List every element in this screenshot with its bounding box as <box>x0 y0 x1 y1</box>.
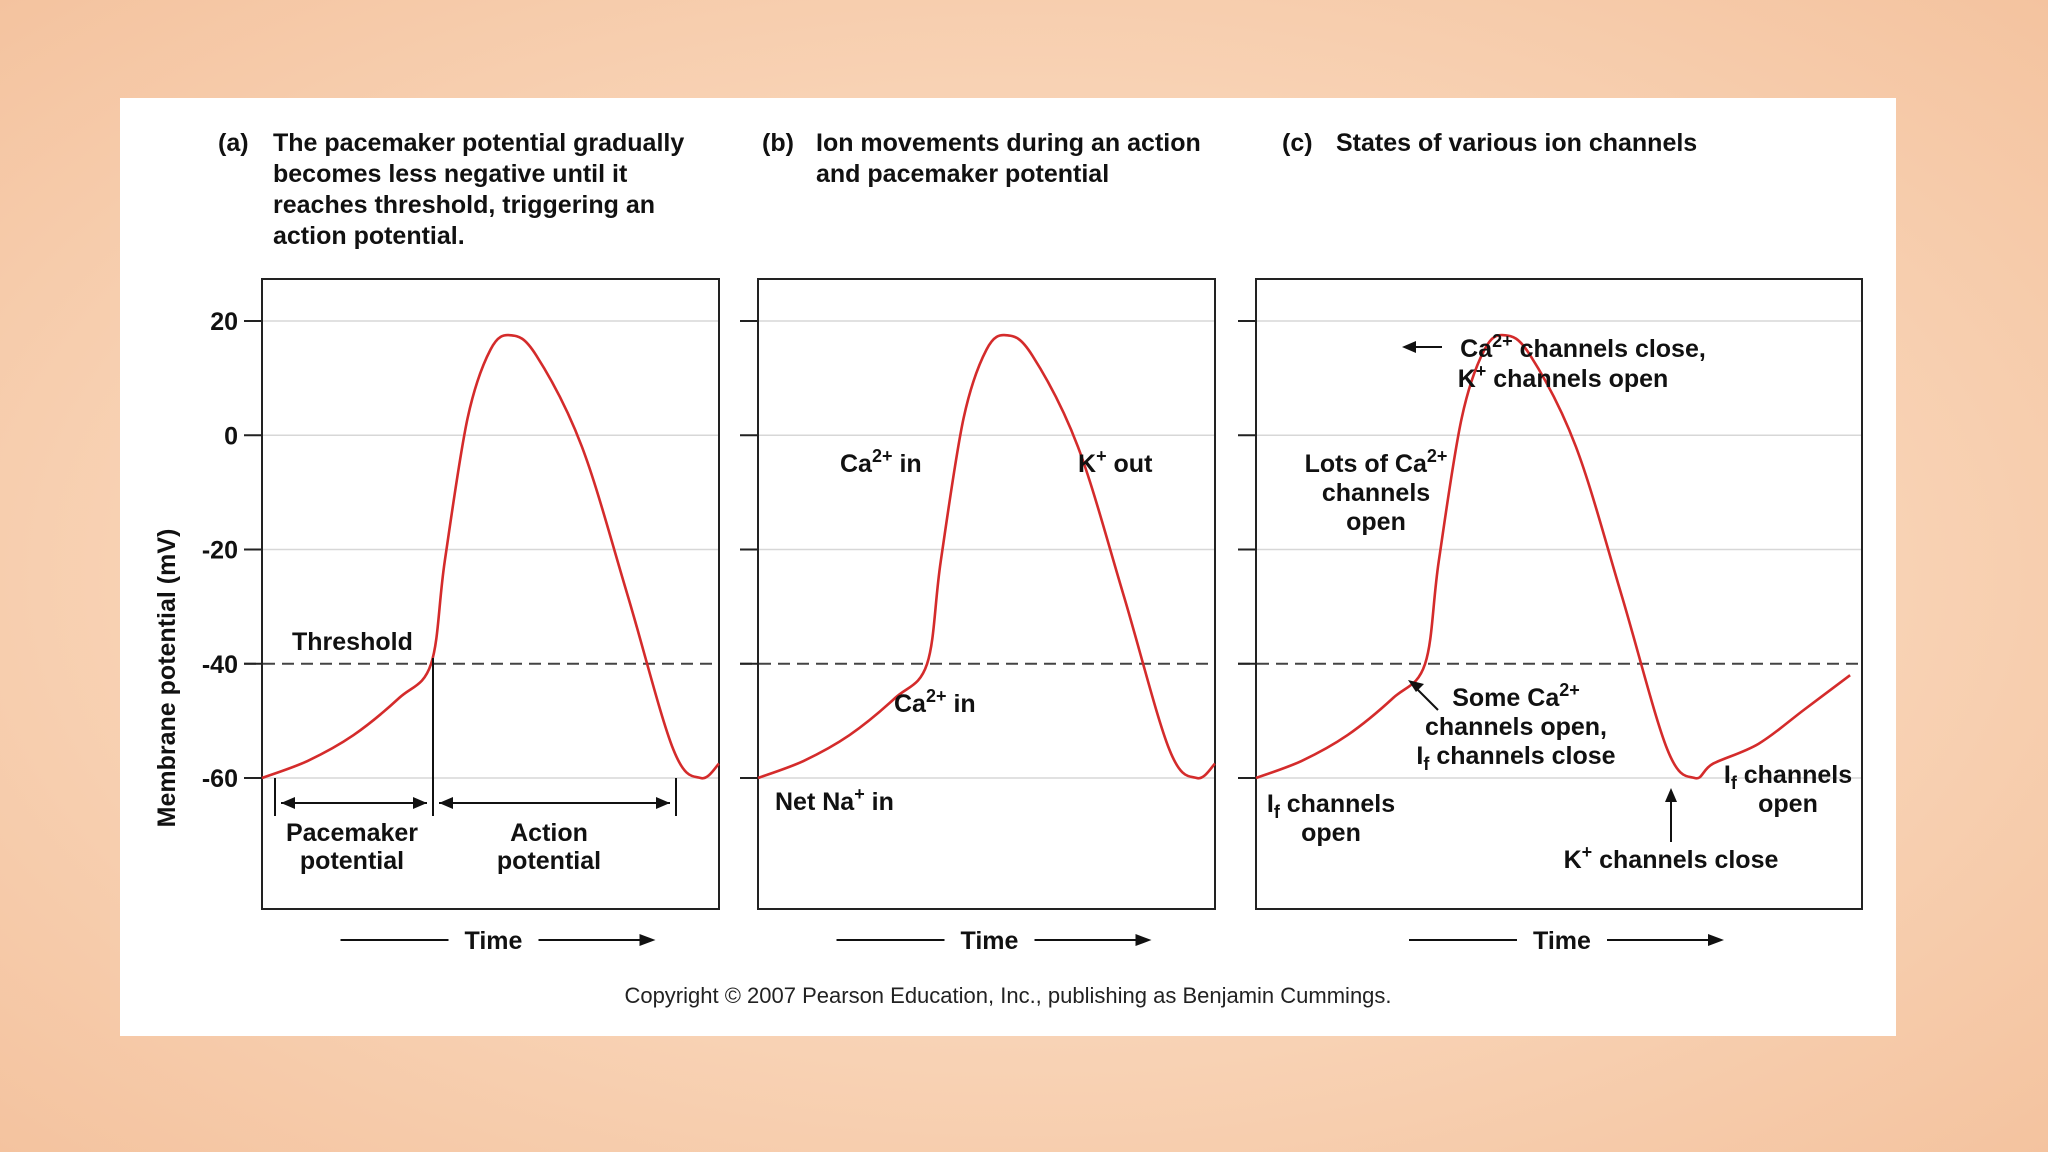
figure-card: (a) The pacemaker potential gradually be… <box>120 98 1896 1036</box>
some-ca-label-line: Some Ca2+ <box>1452 680 1580 712</box>
ca-in-lower-label: Ca2+ in <box>894 686 976 718</box>
panel-frame <box>1255 278 1863 910</box>
panel-b-title: (b) Ion movements during an action and p… <box>762 129 1201 188</box>
time-axis-arrowhead <box>1135 934 1152 946</box>
y-tick-label: -40 <box>202 651 238 679</box>
membrane-potential-trace <box>757 333 1216 780</box>
action-label-line: potential <box>497 847 601 875</box>
ca-in-upper-label: Ca2+ in <box>840 446 922 478</box>
k-open-label: K+ channels open <box>1458 361 1669 393</box>
panel-a-title-line: reaches threshold, triggering an <box>273 191 655 219</box>
panel-a-title-line: becomes less negative until it <box>273 160 628 188</box>
na-in-label: Net Na+ in <box>775 784 894 816</box>
x-axis-label: Time <box>961 927 1019 955</box>
if-open-right-label-line: If channels <box>1724 761 1852 793</box>
if-open-right-label-line: open <box>1758 790 1818 818</box>
panel-c-title: (c) States of various ion channels <box>1282 129 1697 157</box>
k-out-label: K+ out <box>1078 446 1153 478</box>
panel-c-letter: (c) <box>1282 129 1313 157</box>
some-ca-label-line: If channels close <box>1416 742 1615 774</box>
k-close-arrowhead <box>1665 788 1677 802</box>
x-axis-label: Time <box>465 927 523 955</box>
time-axis-arrowhead <box>1708 934 1724 946</box>
y-tick-label: -60 <box>202 765 238 793</box>
y-tick-label: 0 <box>224 422 238 450</box>
panel-b-letter: (b) <box>762 129 794 157</box>
panel-a-letter: (a) <box>218 129 249 157</box>
time-axis-arrowhead <box>639 934 656 946</box>
action-label-line: Action <box>510 819 588 847</box>
figure-svg: (a) The pacemaker potential gradually be… <box>153 129 1863 1008</box>
panel-b-title-line: Ion movements during an action <box>816 129 1201 157</box>
copyright-text: Copyright © 2007 Pearson Education, Inc.… <box>624 983 1391 1008</box>
panel-a-title: (a) The pacemaker potential gradually be… <box>218 129 684 250</box>
if-open-left-label-line: If channels <box>1267 790 1395 822</box>
panel-a-title-line: action potential. <box>273 222 465 250</box>
threshold-label: Threshold <box>292 628 413 656</box>
y-axis-label: Membrane potential (mV) <box>153 529 181 828</box>
pacemaker-label-line: potential <box>300 847 404 875</box>
membrane-potential-trace <box>261 333 720 780</box>
lots-ca-label-line: open <box>1346 508 1406 536</box>
lots-ca-label-line: Lots of Ca2+ <box>1305 446 1448 478</box>
y-tick-label: 20 <box>210 308 238 336</box>
panel-c-title-line: States of various ion channels <box>1336 129 1697 157</box>
traces <box>261 333 1851 780</box>
membrane-potential-trace <box>1255 333 1851 780</box>
if-open-left-label-line: open <box>1301 819 1361 847</box>
ca-close-arrowhead <box>1402 341 1416 353</box>
panel-frame <box>261 278 720 910</box>
ca-close-label: Ca2+ channels close, <box>1460 331 1706 363</box>
some-ca-pointer <box>1415 687 1439 711</box>
panel-frame <box>757 278 1216 910</box>
y-ticks: 20 0 -20 -40 -60 <box>202 308 1256 793</box>
panel-frames <box>261 278 1863 910</box>
time-axes: Time Time Time <box>340 927 1724 955</box>
gridlines <box>262 320 1862 779</box>
k-close-label: K+ channels close <box>1564 842 1779 874</box>
panel-a-title-line: The pacemaker potential gradually <box>273 129 684 157</box>
x-axis-label: Time <box>1533 927 1591 955</box>
some-ca-arrowhead <box>1408 680 1424 692</box>
some-ca-label-line: channels open, <box>1425 713 1607 741</box>
panel-b-title-line: and pacemaker potential <box>816 160 1109 188</box>
y-tick-label: -20 <box>202 537 238 565</box>
lots-ca-label-line: channels <box>1322 479 1430 507</box>
pacemaker-label-line: Pacemaker <box>286 819 418 847</box>
